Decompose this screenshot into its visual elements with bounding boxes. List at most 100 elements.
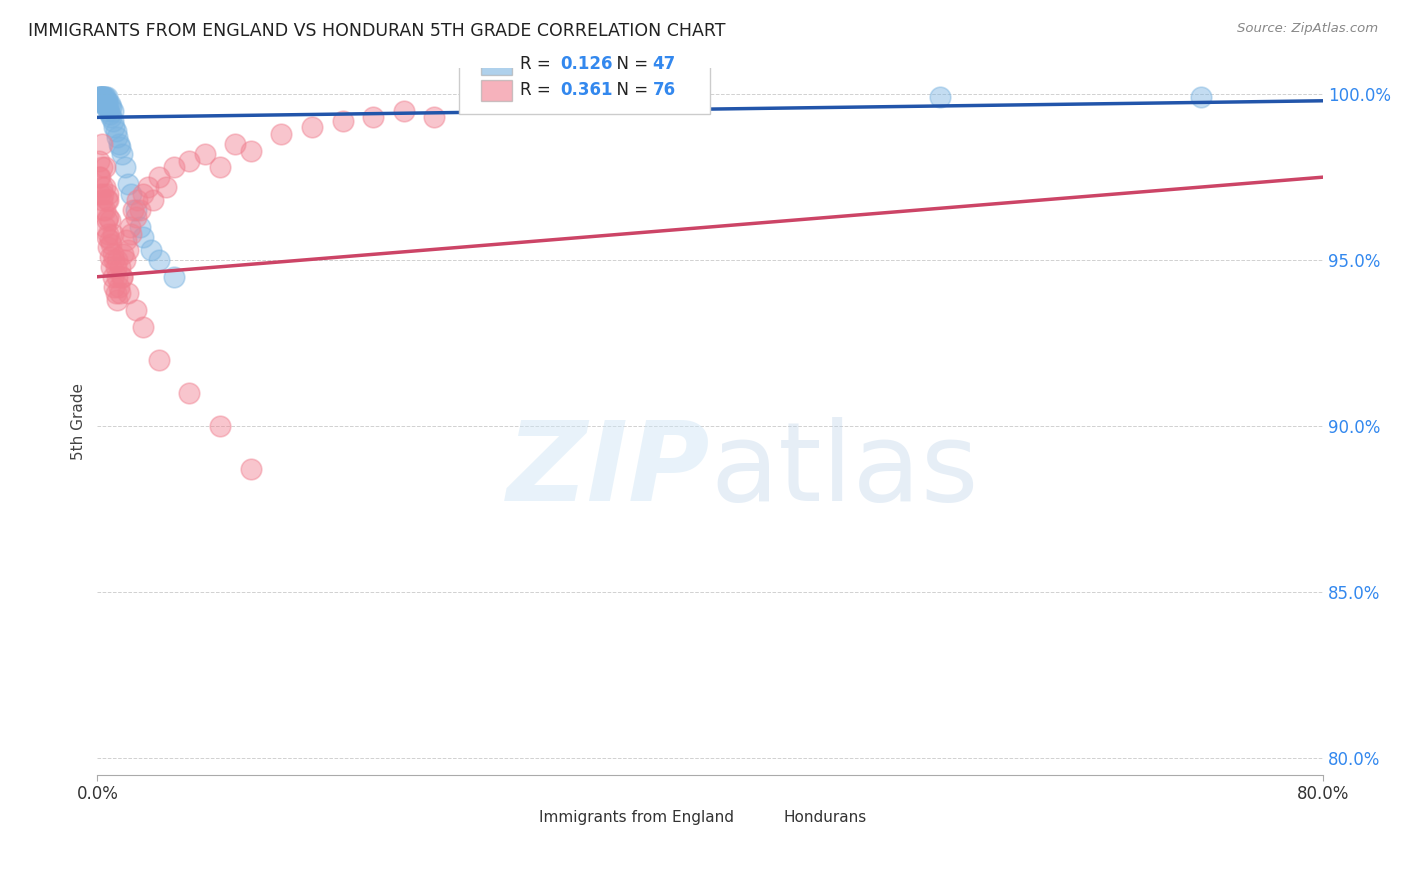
Point (96, 194, 118, 208)
Text: N =: N = (606, 55, 654, 73)
Point (91, 90, 114, 104)
Point (929, 90, 952, 104)
Point (110, 140, 132, 154)
Point (94, 160, 117, 174)
Point (120, 227, 142, 241)
Point (163, 269, 186, 284)
Point (101, 246, 124, 260)
Point (423, 111, 446, 125)
Point (91, 194, 114, 208)
Point (89, 186, 111, 201)
Point (93, 94, 115, 108)
Point (98, 233, 121, 247)
FancyBboxPatch shape (458, 39, 710, 113)
Point (101, 227, 124, 241)
Point (93, 90, 115, 104)
Point (94, 94, 117, 108)
Point (224, 136, 246, 151)
Point (124, 203, 146, 218)
Point (239, 462, 262, 476)
Point (94, 90, 117, 104)
Point (93, 90, 115, 104)
Point (194, 147, 217, 161)
Point (117, 243, 139, 257)
Point (93, 186, 115, 201)
Point (107, 136, 129, 151)
Point (110, 286, 132, 301)
Point (94, 90, 117, 104)
Point (208, 160, 231, 174)
Point (91, 90, 114, 104)
Point (117, 177, 139, 191)
Point (120, 186, 142, 201)
Point (94, 180, 117, 194)
Point (111, 269, 134, 284)
Text: atlas: atlas (710, 417, 979, 524)
Point (129, 219, 152, 234)
Text: 0.361: 0.361 (561, 81, 613, 99)
Point (124, 210, 146, 224)
Point (148, 170, 170, 185)
Text: 47: 47 (652, 55, 676, 73)
FancyBboxPatch shape (481, 54, 512, 75)
Point (97, 227, 120, 241)
Point (98, 250, 121, 264)
Point (96, 213, 118, 227)
Point (118, 219, 141, 234)
Point (97, 103, 120, 118)
Point (96, 230, 118, 244)
Point (104, 260, 127, 274)
Point (148, 253, 170, 268)
Point (179, 153, 201, 168)
Point (110, 260, 132, 274)
Point (89, 90, 111, 104)
Point (136, 180, 159, 194)
Text: Hondurans: Hondurans (783, 810, 868, 825)
Point (121, 203, 143, 218)
Point (114, 253, 136, 268)
Point (117, 286, 139, 301)
FancyBboxPatch shape (492, 808, 531, 826)
Point (105, 269, 128, 284)
Point (208, 419, 231, 434)
Point (87, 90, 110, 104)
Point (104, 123, 127, 137)
Point (112, 246, 135, 260)
Point (93, 203, 115, 218)
Point (100, 111, 122, 125)
Point (97, 210, 120, 224)
Text: ZIP: ZIP (506, 417, 710, 524)
Point (96, 100, 118, 114)
Point (98, 213, 121, 227)
Text: IMMIGRANTS FROM ENGLAND VS HONDURAN 5TH GRADE CORRELATION CHART: IMMIGRANTS FROM ENGLAND VS HONDURAN 5TH … (28, 22, 725, 40)
Point (107, 279, 129, 293)
FancyBboxPatch shape (737, 808, 776, 826)
Point (87, 94, 110, 108)
Point (87, 153, 110, 168)
Point (105, 293, 128, 307)
Point (132, 186, 155, 201)
Point (89, 170, 111, 185)
Point (94, 97, 117, 112)
Point (91, 136, 114, 151)
Point (132, 230, 155, 244)
Point (100, 260, 122, 274)
Text: R =: R = (520, 81, 557, 99)
Point (91, 160, 114, 174)
Point (111, 269, 134, 284)
Text: N =: N = (606, 81, 654, 99)
Point (101, 103, 124, 118)
Point (101, 269, 124, 284)
Text: 76: 76 (652, 81, 676, 99)
Point (100, 100, 122, 114)
Point (97, 97, 120, 112)
Point (270, 127, 292, 141)
Point (1189, 90, 1212, 104)
Point (97, 186, 120, 201)
Point (179, 386, 201, 401)
Text: Immigrants from England: Immigrants from England (538, 810, 734, 825)
Point (392, 103, 415, 118)
Point (155, 180, 177, 194)
Point (115, 233, 138, 247)
Point (96, 90, 118, 104)
